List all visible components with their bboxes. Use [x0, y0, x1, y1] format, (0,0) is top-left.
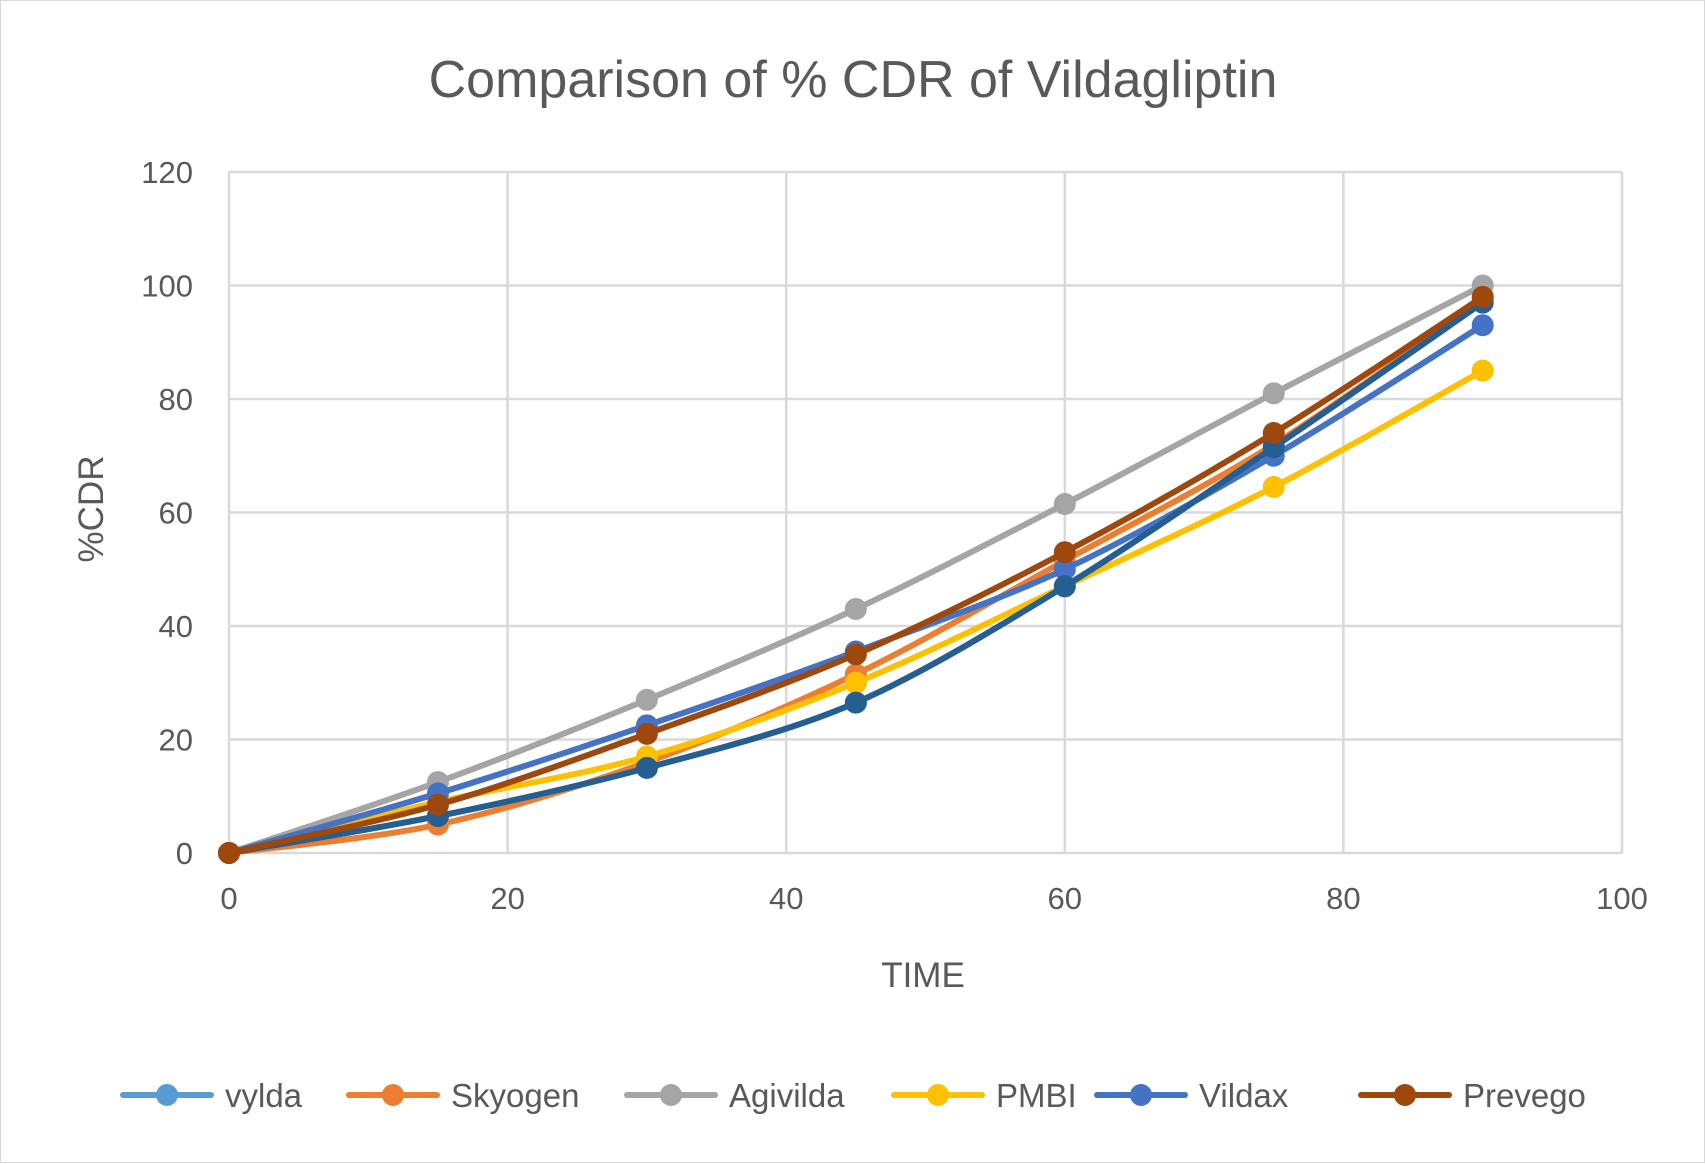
series-prevego — [218, 285, 1494, 864]
series-lines — [218, 274, 1494, 864]
series-line-agivilda — [226, 282, 1486, 856]
x-tick-label: 80 — [1326, 881, 1360, 916]
series-vildax — [218, 314, 1494, 864]
tick-labels: 0 20 40 60 80 100 0 20 40 60 80 100 120 — [141, 155, 1648, 916]
legend-label: PMBI — [996, 1077, 1077, 1114]
data-point-agivilda — [635, 688, 658, 711]
x-tick-label: 0 — [220, 881, 237, 916]
legend-swatch-marker — [156, 1084, 178, 1106]
chart-title: Comparison of % CDR of Vildagliptin — [429, 51, 1278, 109]
data-point-prevego — [844, 643, 867, 666]
legend-item-vylda: vylda — [120, 1077, 303, 1114]
x-tick-label: 40 — [769, 881, 803, 916]
data-point-dark-blue — [844, 691, 867, 714]
y-tick-label: 100 — [141, 269, 193, 304]
x-tick-label: 60 — [1048, 881, 1082, 916]
legend-label: Vildax — [1199, 1077, 1289, 1114]
data-point-prevego — [1471, 285, 1494, 308]
x-tick-label: 20 — [490, 881, 524, 916]
series-line-vildax — [226, 322, 1486, 856]
legend: vylda Skyogen Agivilda PMBI Vildax Prevego — [120, 1077, 1586, 1114]
legend-swatch-marker — [1130, 1084, 1152, 1106]
legend-label: Prevego — [1463, 1077, 1586, 1114]
legend-label: vylda — [225, 1077, 303, 1114]
x-axis-label: TIME — [881, 956, 965, 995]
data-point-prevego — [218, 842, 240, 864]
gridlines — [227, 170, 1624, 855]
legend-item-prevego: Prevego — [1358, 1077, 1586, 1114]
series-agivilda — [218, 274, 1494, 864]
data-point-agivilda — [1053, 492, 1076, 515]
data-point-agivilda — [1262, 382, 1285, 405]
data-point-pmbi — [1471, 359, 1494, 382]
legend-swatch-marker — [660, 1084, 682, 1106]
y-tick-label: 120 — [141, 155, 193, 190]
data-point-pmbi — [1262, 475, 1285, 498]
data-point-prevego — [1262, 422, 1285, 445]
data-point-dark-blue — [635, 756, 658, 779]
legend-label: Skyogen — [451, 1077, 579, 1114]
series-skyogen — [218, 288, 1494, 864]
y-tick-label: 60 — [159, 496, 193, 531]
data-point-prevego — [635, 722, 658, 745]
data-point-prevego — [426, 793, 449, 816]
legend-item-skyogen: Skyogen — [346, 1077, 579, 1114]
data-point-prevego — [1053, 541, 1076, 564]
legend-item-vildax: Vildax — [1094, 1077, 1289, 1114]
y-axis-label: %CDR — [72, 456, 111, 563]
data-point-pmbi — [844, 671, 867, 694]
data-point-vildax — [1471, 314, 1494, 337]
data-point-dark-blue — [1053, 575, 1076, 598]
legend-swatch-marker — [1394, 1084, 1416, 1106]
legend-item-agivilda: Agivilda — [624, 1077, 845, 1114]
y-tick-label: 20 — [159, 723, 193, 758]
x-tick-label: 100 — [1596, 881, 1648, 916]
legend-swatch-marker — [382, 1084, 404, 1106]
legend-label: Agivilda — [729, 1077, 845, 1114]
data-point-agivilda — [844, 597, 867, 620]
y-tick-label: 80 — [159, 382, 193, 417]
y-tick-label: 0 — [176, 836, 193, 871]
legend-swatch-marker — [927, 1084, 949, 1106]
data-point-vildax — [1053, 558, 1076, 581]
legend-item-pmbi: PMBI — [891, 1077, 1077, 1114]
y-tick-label: 40 — [159, 609, 193, 644]
